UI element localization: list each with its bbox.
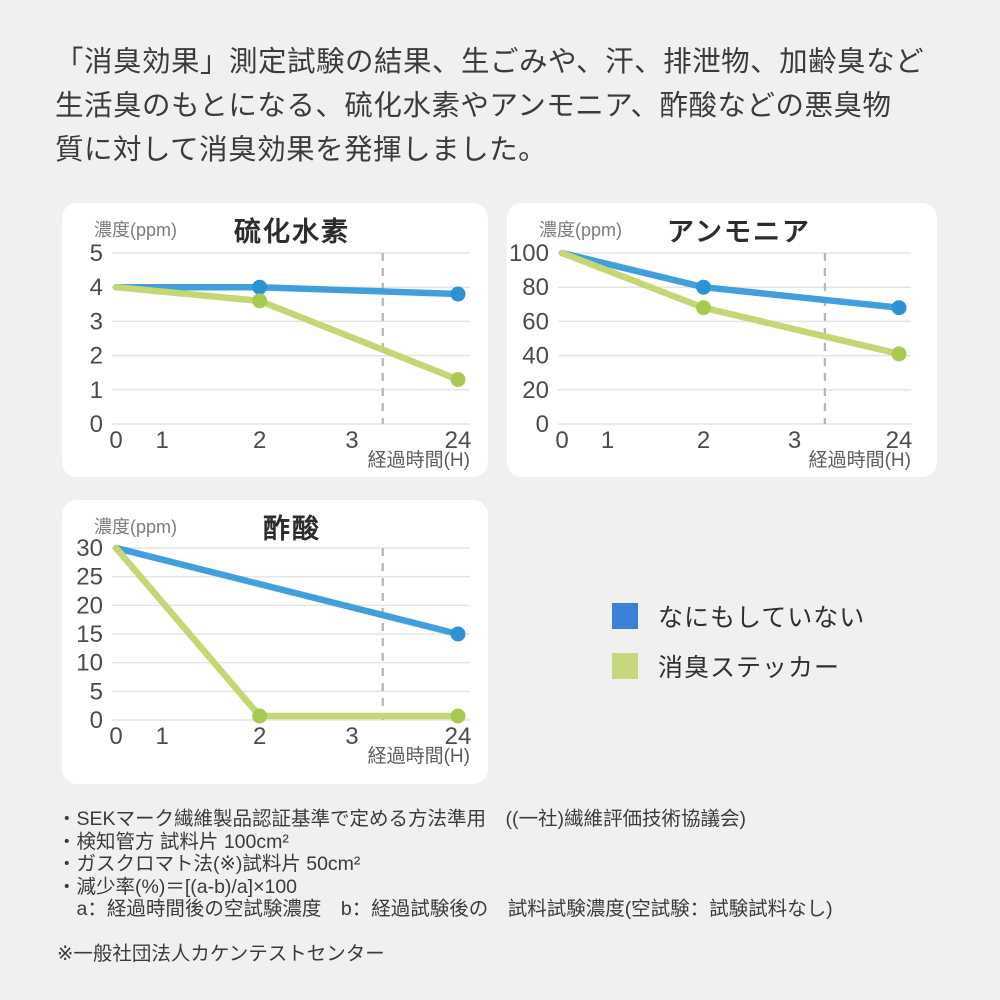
series-line-blue — [112, 544, 462, 638]
legend-swatch-green — [612, 653, 638, 679]
chart-title-ammonia: アンモニア — [667, 217, 811, 247]
y-tick-label: 1 — [90, 377, 103, 404]
y-tick-label: 40 — [522, 343, 549, 370]
x-axis-label: 経過時間(H) — [368, 745, 470, 767]
data-point-blue — [252, 279, 268, 295]
x-axis-label: 経過時間(H) — [809, 449, 911, 471]
x-tick-label: 2 — [697, 427, 710, 454]
chart-panel-hydrogen-sulfide: 0 1 2 3 4 5 0 1 2 3 24 経過時間(H) 濃度(ppm) 硫化水素 — [62, 203, 488, 477]
chart-panel-acetic-acid: 0 5 10 15 20 25 30 0 1 2 3 24 経過時間(H) 濃度(ppm) 酢酸 — [62, 500, 488, 784]
x-tick-label: 2 — [253, 723, 266, 750]
data-point-green — [891, 346, 907, 362]
footnote-line: ・減少率(%)＝[(a-b)/a]×100 — [57, 875, 298, 898]
x-tick-label: 3 — [345, 427, 358, 454]
footnote-line: a：経過時間後の空試験濃度 b：経過試験後の 試料試験濃度(空試験：試験試料なし… — [57, 898, 833, 920]
data-point-blue — [450, 626, 466, 642]
y-tick-label: 30 — [76, 535, 103, 562]
y-axis-unit-label: 濃度(ppm) — [94, 220, 178, 240]
legend-swatch-blue — [612, 603, 638, 629]
y-tick-label: 15 — [76, 621, 103, 648]
legend-label-deodorant-sticker: 消臭ステッカー — [658, 654, 841, 682]
series-line-green — [112, 283, 462, 383]
x-tick-label: 1 — [155, 723, 168, 750]
chart-panel-ammonia: 0 20 40 60 80 100 0 1 2 3 24 経過時間(H) 濃度(ppm) アンモニア — [507, 203, 937, 477]
data-point-blue — [696, 279, 712, 295]
x-tick-label: 1 — [601, 427, 614, 454]
y-tick-label: 4 — [90, 274, 103, 301]
x-tick-label: 2 — [253, 427, 266, 454]
y-tick-label: 20 — [76, 592, 103, 619]
y-tick-label: 60 — [522, 308, 549, 335]
y-tick-label: 3 — [90, 308, 103, 335]
footnote-org-note: ※一般社団法人カケンテストセンター — [57, 942, 385, 965]
x-tick-label: 0 — [109, 723, 122, 750]
x-tick-label: 0 — [555, 427, 568, 454]
data-point-green — [450, 372, 466, 388]
y-tick-label: 0 — [90, 707, 103, 734]
x-tick-label: 24 — [445, 723, 472, 750]
y-tick-label: 5 — [90, 678, 103, 705]
footnote-line: ・検知管方 試料片 100cm² — [57, 830, 289, 853]
x-tick-label: 1 — [155, 427, 168, 454]
footnote-line: ・SEKマーク繊維製品認証基準で定める方法準用 ((一社)繊維評価技術協議会) — [57, 808, 746, 830]
legend-label-untreated: なにもしていない — [658, 604, 866, 632]
intro-text: 「消臭効果」測定試験の結果、生ごみや、汗、排泄物、加齢臭など 生活臭のもとになる… — [55, 46, 925, 166]
legend-item-untreated: なにもしていない — [612, 603, 865, 632]
y-tick-label: 2 — [90, 343, 103, 370]
y-tick-label: 5 — [90, 240, 103, 267]
data-point-green — [252, 708, 268, 724]
x-tick-label: 0 — [109, 427, 122, 454]
y-tick-label: 0 — [536, 411, 549, 438]
x-tick-label: 24 — [886, 427, 913, 454]
series-line-blue — [558, 249, 903, 311]
y-axis-unit-label: 濃度(ppm) — [539, 220, 623, 240]
y-tick-label: 0 — [90, 411, 103, 438]
y-tick-label: 100 — [509, 240, 549, 267]
x-tick-label: 24 — [445, 427, 472, 454]
chart-title-acetic-acid: 酢酸 — [263, 514, 321, 544]
data-point-blue — [891, 300, 907, 316]
legend-item-deodorant-sticker: 消臭ステッカー — [612, 653, 865, 682]
y-tick-label: 25 — [76, 564, 103, 591]
data-point-green — [450, 708, 466, 724]
footnote-line: ・ガスクロマト法(※)試料片 50cm² — [57, 853, 361, 875]
x-tick-label: 3 — [788, 427, 801, 454]
y-tick-label: 20 — [522, 377, 549, 404]
chart-title-hydrogen-sulfide: 硫化水素 — [234, 217, 350, 247]
x-tick-label: 3 — [345, 723, 358, 750]
y-tick-label: 80 — [522, 274, 549, 301]
x-axis-label: 経過時間(H) — [368, 449, 470, 471]
data-point-green — [696, 300, 712, 316]
y-tick-label: 10 — [76, 650, 103, 677]
data-point-blue — [450, 286, 466, 302]
chart-legend: なにもしていない 消臭ステッカー — [612, 603, 865, 703]
footnotes: ・SEKマーク繊維製品認証基準で定める方法準用 ((一社)繊維評価技術協議会) … — [57, 808, 967, 965]
y-axis-unit-label: 濃度(ppm) — [94, 517, 178, 537]
data-point-green — [252, 293, 268, 309]
